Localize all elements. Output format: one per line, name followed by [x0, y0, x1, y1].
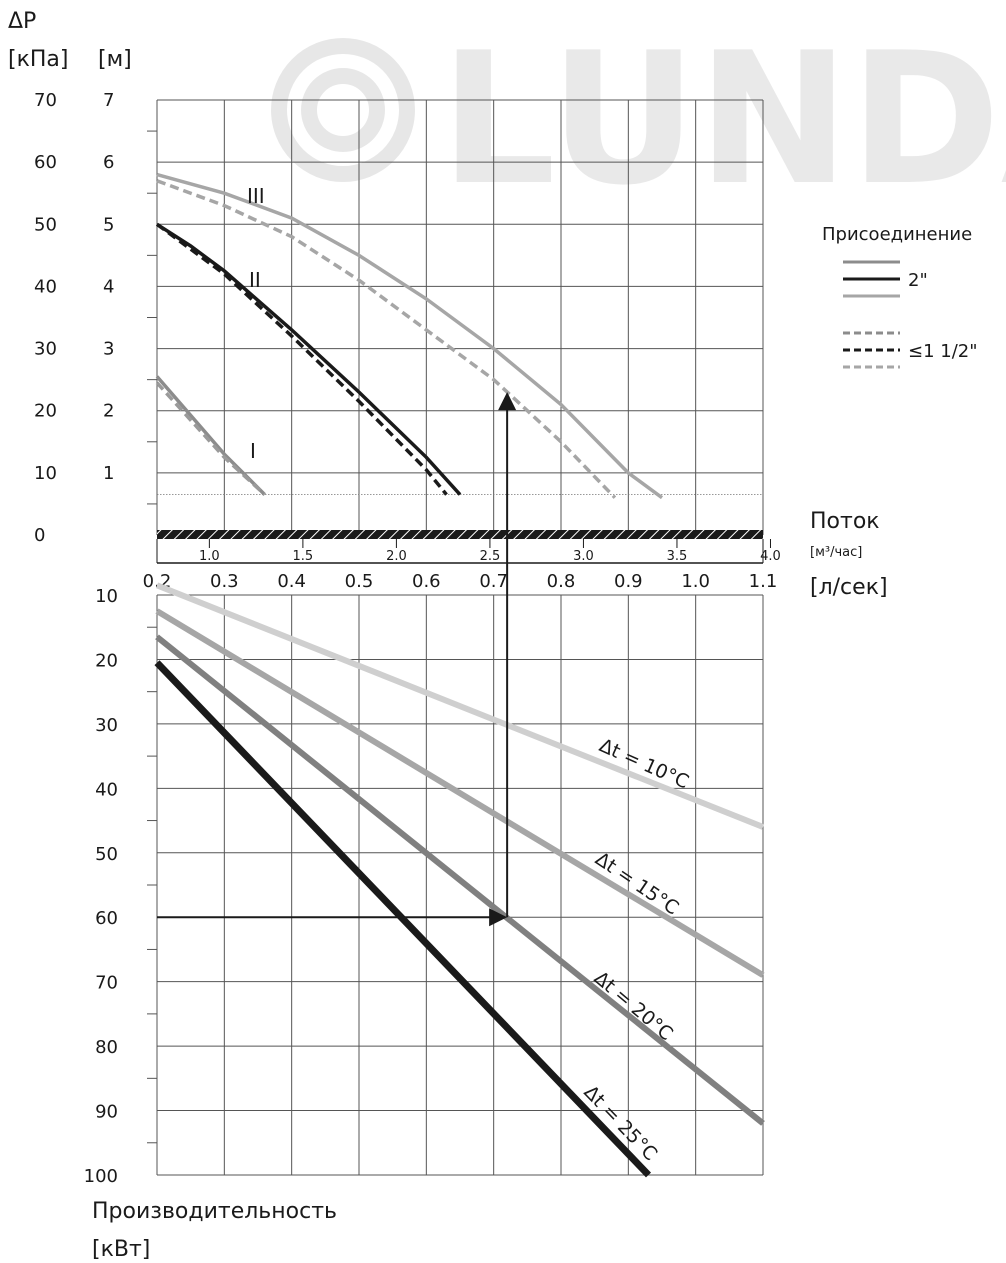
m-unit-label: [м]	[98, 47, 132, 72]
y-tick-kw: 30	[95, 715, 118, 736]
curve-i-dashed	[155, 381, 266, 496]
flow-label: Поток	[810, 509, 880, 534]
watermark-logo: LUNDA	[271, 13, 1006, 225]
x-tick-m3h: 4.0	[760, 549, 781, 564]
x-tick-ls: 0.9	[614, 571, 643, 592]
watermark-text: LUNDA	[440, 13, 1006, 225]
y-tick-m: 6	[103, 152, 114, 173]
y-tick-m: 2	[103, 401, 114, 422]
x-tick-ls: 1.0	[681, 571, 710, 592]
y-ticks-kw: 10 20 30 40 50 60 70 80 90 100	[84, 586, 118, 1187]
y-tick-kw: 40	[95, 779, 118, 800]
y-tick-m: 7	[103, 90, 114, 111]
flow-unit-ls: [л/сек]	[810, 575, 888, 600]
y-tick-kw: 100	[84, 1166, 118, 1187]
y-tick-m: 5	[103, 214, 114, 235]
curve-ii-dashed	[155, 222, 448, 496]
y-tick-kpa: 0	[34, 525, 45, 546]
dt-label-20: Δt = 20°C	[590, 967, 677, 1045]
y-tick-kpa: 50	[34, 214, 57, 235]
y-tick-kw: 10	[95, 586, 118, 607]
dt-15-line	[155, 608, 765, 978]
y-ticks-m: 7 6 5 4 3 2 1	[103, 90, 114, 484]
x-tick-ls: 1.1	[749, 571, 778, 592]
x-tick-m3h: 3.0	[573, 549, 594, 564]
y-tick-kw: 70	[95, 973, 118, 994]
x-tick-m3h: 1.0	[199, 549, 220, 564]
x-tick-ls: 0.3	[210, 571, 239, 592]
x-tick-ls: 0.6	[412, 571, 441, 592]
power-unit-label: [кВт]	[92, 1237, 150, 1262]
legend-entry-2in: 2"	[908, 270, 928, 291]
y-tick-kw: 20	[95, 650, 118, 671]
y-tick-kpa: 20	[34, 401, 57, 422]
curve-i-solid	[155, 375, 266, 496]
curve-iii-dashed	[156, 179, 617, 499]
legend-entry-1-5in: ≤1 1/2"	[908, 341, 978, 362]
delta-p-label: ΔP	[8, 9, 36, 34]
y-tick-kw: 50	[95, 844, 118, 865]
curve-iii-solid	[156, 172, 664, 500]
arrow-head-right	[489, 908, 508, 927]
curve-ii-solid	[156, 222, 462, 496]
y-tick-kpa: 60	[34, 152, 57, 173]
y-tick-kpa: 40	[34, 276, 57, 297]
y-tick-m: 1	[103, 463, 114, 484]
flow-unit-m3h: [м³/час]	[810, 545, 862, 560]
x-tick-m3h: 2.0	[386, 549, 407, 564]
zero-band	[157, 530, 763, 539]
x-tick-m3h: 3.5	[667, 549, 688, 564]
y-tick-kw: 80	[95, 1037, 118, 1058]
x-tick-m3h: 2.5	[480, 549, 501, 564]
y-tick-m: 4	[103, 276, 114, 297]
x-tick-ls: 0.7	[479, 571, 508, 592]
dt-label-25: Δt = 25°C	[579, 1081, 661, 1165]
x-ticks-ls: 0.2 0.3 0.4 0.5 0.6 0.7 0.8 0.9 1.0 1.1	[143, 571, 778, 592]
legend: Присоединение 2" ≤1 1/2"	[822, 224, 978, 369]
y-tick-kw: 60	[95, 908, 118, 929]
x-tick-ls: 0.4	[277, 571, 306, 592]
lower-grid	[147, 594, 764, 1176]
arrow-head-up	[498, 392, 517, 411]
y-tick-kpa: 30	[34, 339, 57, 360]
legend-title: Присоединение	[822, 224, 972, 245]
curve-label-iii: III	[247, 184, 265, 208]
example-reading-arrows	[157, 392, 517, 927]
curve-label-ii: II	[249, 268, 261, 292]
x-tick-ls: 0.5	[345, 571, 374, 592]
y-tick-kpa: 70	[34, 90, 57, 111]
y-tick-kw: 90	[95, 1102, 118, 1123]
x-tick-m3h: 1.5	[293, 549, 314, 564]
kpa-unit-label: [кПа]	[8, 47, 68, 72]
power-label: Производительность	[92, 1199, 337, 1224]
y-tick-m: 3	[103, 339, 114, 360]
x-tick-ls: 0.8	[547, 571, 576, 592]
dt-25-line	[154, 660, 652, 1178]
y-ticks-kpa: 70 60 50 40 30 20 10 0	[34, 90, 57, 546]
x-ticks-m3h: 1.0 1.5 2.0 2.5 3.0 3.5 4.0	[199, 539, 781, 564]
dt-10-line	[155, 582, 765, 830]
y-tick-kpa: 10	[34, 463, 57, 484]
curve-label-i: I	[250, 439, 256, 463]
dt-20-line	[155, 634, 765, 1126]
